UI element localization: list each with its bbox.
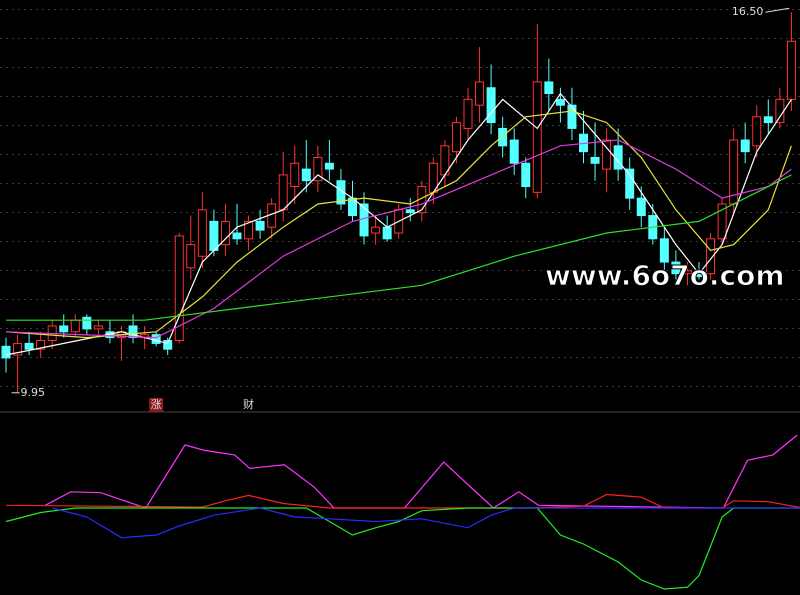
candle-body bbox=[555, 98, 565, 106]
candle-body bbox=[532, 81, 542, 193]
candle-body bbox=[717, 203, 727, 240]
candle-body bbox=[128, 325, 138, 339]
candle-body bbox=[509, 139, 519, 164]
candle-body bbox=[174, 235, 184, 342]
candle-body bbox=[209, 220, 219, 251]
candle-body bbox=[625, 168, 635, 199]
candle-body bbox=[740, 139, 750, 153]
candle-body bbox=[324, 162, 334, 170]
candle-body bbox=[36, 340, 46, 350]
candle-body bbox=[290, 162, 300, 188]
candle-body bbox=[244, 220, 254, 240]
candle-body bbox=[636, 197, 646, 217]
annotation-label: 9.95 bbox=[21, 386, 46, 399]
annotation-arrow bbox=[765, 7, 790, 13]
candle-body bbox=[197, 209, 207, 257]
candle-body bbox=[301, 168, 311, 182]
candle-body bbox=[278, 174, 288, 211]
candle-body bbox=[590, 156, 600, 164]
candle-body bbox=[220, 220, 230, 246]
candle-body bbox=[1, 345, 11, 359]
candle-body bbox=[521, 162, 531, 188]
candle-body bbox=[786, 40, 796, 100]
candle-body bbox=[775, 98, 785, 124]
marker-bg bbox=[149, 398, 164, 412]
indicator-line bbox=[45, 434, 798, 509]
moving-average bbox=[6, 174, 792, 321]
watermark: www.6o7o.com bbox=[545, 259, 785, 292]
candle-body bbox=[313, 156, 323, 182]
moving-average bbox=[5, 110, 792, 339]
moving-average bbox=[5, 92, 792, 356]
annotation-label: 16.50 bbox=[732, 5, 764, 18]
indicator-line bbox=[52, 507, 800, 539]
candle-body bbox=[475, 81, 485, 106]
candle-body bbox=[163, 340, 173, 350]
candle-body bbox=[371, 226, 381, 234]
candle-body bbox=[451, 122, 461, 153]
candle-body bbox=[602, 139, 612, 170]
marker: 财 bbox=[243, 397, 254, 411]
candle-body bbox=[763, 116, 773, 124]
candle-body bbox=[82, 316, 92, 330]
candle-body bbox=[463, 98, 473, 129]
candle-body bbox=[486, 87, 496, 124]
candle-body bbox=[24, 342, 34, 350]
candle-body bbox=[659, 238, 669, 263]
candle-body bbox=[682, 270, 692, 275]
moving-average bbox=[5, 139, 792, 339]
candle-body bbox=[255, 220, 265, 231]
candle-body bbox=[382, 226, 392, 240]
candle-body bbox=[13, 342, 23, 356]
marker: 涨 bbox=[151, 398, 162, 411]
candle-body bbox=[232, 232, 242, 240]
candle-body bbox=[567, 104, 577, 129]
candle-body bbox=[671, 261, 681, 275]
candle-body bbox=[405, 209, 415, 214]
candle-body bbox=[359, 203, 369, 237]
indicator-line bbox=[5, 493, 800, 509]
candle-body bbox=[706, 238, 716, 275]
candle-body bbox=[498, 127, 508, 147]
candle-body bbox=[59, 325, 69, 333]
candle-body bbox=[752, 116, 762, 147]
candle-body bbox=[544, 81, 554, 95]
candle-body bbox=[93, 325, 103, 330]
candle-body bbox=[70, 319, 80, 333]
candle-body bbox=[186, 244, 196, 269]
